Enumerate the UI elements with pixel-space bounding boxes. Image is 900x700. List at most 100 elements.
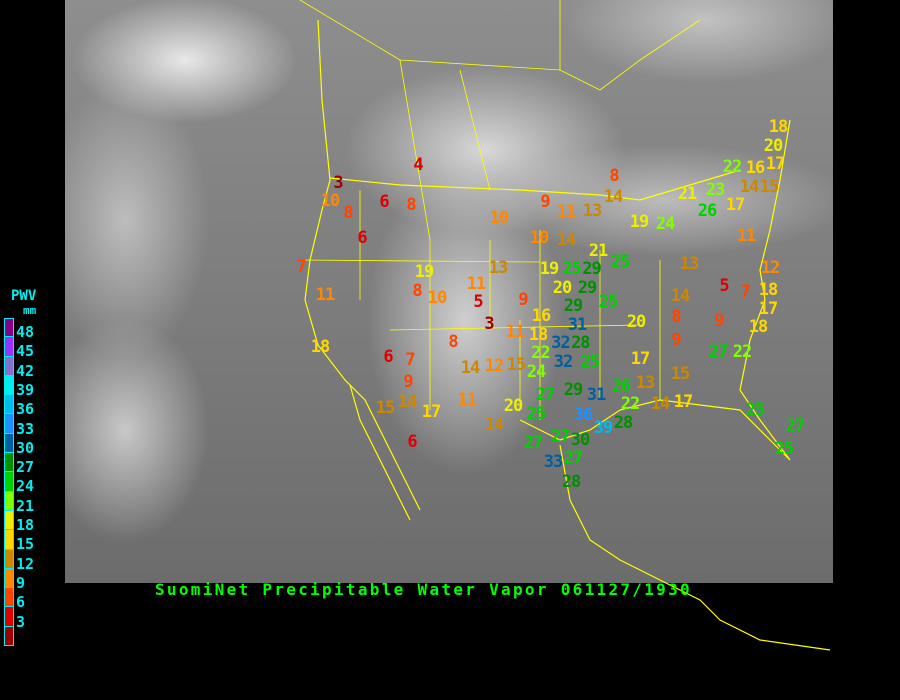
station-pwv-value: 36 — [573, 404, 594, 425]
legend-tick-label: 42 — [16, 361, 35, 380]
legend-swatch — [4, 356, 14, 376]
station-pwv-value: 31 — [586, 384, 607, 405]
legend-swatch — [4, 607, 14, 627]
legend-tick-label: 30 — [16, 438, 35, 457]
station-pwv-value: 7 — [405, 349, 415, 370]
station-pwv-value: 18 — [768, 117, 789, 137]
station-pwv-value: 22 — [722, 156, 743, 177]
station-pwv-value: 9 — [518, 289, 528, 310]
station-pwv-value: 10 — [529, 227, 550, 248]
station-pwv-value: 28 — [561, 471, 582, 492]
us-canada-border — [329, 169, 741, 201]
station-pwv-value: 23 — [705, 179, 726, 200]
station-pwv-value: 20 — [552, 277, 573, 298]
legend-swatch — [4, 568, 14, 589]
canada-lines — [299, 0, 701, 91]
station-pwv-value: 27 — [535, 385, 556, 406]
station-pwv-value: 9 — [671, 329, 681, 350]
station-pwv-value: 25 — [598, 291, 619, 312]
station-pwv-value: 11 — [315, 284, 336, 305]
station-pwv-value: 29 — [563, 379, 584, 400]
station-pwv-value: 15 — [759, 177, 780, 198]
station-pwv-value: 8 — [609, 165, 619, 186]
station-pwv-value: 28 — [571, 333, 591, 354]
station-pwv-value: 26 — [611, 375, 632, 396]
station-pwv-value: 8 — [671, 306, 681, 327]
mexico-coast — [559, 444, 831, 651]
station-pwv-value: 14 — [484, 414, 505, 435]
station-pwv-value: 7 — [740, 281, 750, 302]
legend-tick-label: 45 — [16, 342, 35, 361]
station-pwv-value: 14 — [650, 393, 671, 414]
station-pwv-value: 20 — [626, 311, 647, 332]
station-pwv-value: 32 — [551, 333, 571, 354]
station-pwv-value: 27 — [708, 341, 729, 362]
legend-swatch — [4, 491, 14, 511]
station-pwv-value: 9 — [540, 191, 550, 212]
station-pwv-value: 19 — [539, 259, 560, 280]
station-pwv-value: 6 — [383, 346, 393, 367]
map-caption: SuomiNet Precipitable Water Vapor 061127… — [155, 580, 692, 599]
station-pwv-value: 9 — [403, 371, 413, 392]
station-pwv-value: 17 — [630, 348, 651, 369]
legend-swatch — [4, 453, 14, 473]
station-pwv-value: 18 — [748, 317, 769, 338]
station-pwv-value: 6 — [357, 227, 367, 248]
station-pwv-value: 13 — [488, 257, 509, 278]
legend-swatch — [4, 510, 14, 531]
legend-tick-label: 9 — [16, 573, 26, 592]
station-pwv-value: 12 — [760, 257, 781, 278]
legend-tick-label: 21 — [16, 496, 35, 515]
station-pwv-value: 8 — [448, 331, 458, 352]
legend-swatch — [4, 414, 14, 434]
legend-swatch — [4, 472, 14, 492]
station-pwv-value: 11 — [466, 273, 487, 294]
station-pwv-value: 20 — [763, 135, 784, 156]
legend-tick-label: 6 — [16, 593, 26, 612]
station-pwv-value: 17 — [725, 195, 746, 216]
legend-tick-label: 3 — [16, 612, 26, 631]
station-pwv-value: 29 — [563, 296, 584, 317]
legend-swatch — [4, 395, 14, 415]
station-pwv-value: 13 — [635, 373, 656, 394]
station-pwv-value: 18 — [528, 324, 549, 345]
station-pwv-value: 18 — [310, 336, 331, 357]
legend-tick-label: 24 — [16, 477, 35, 496]
station-pwv-value: 33 — [543, 451, 564, 472]
station-pwv-value: 25 — [562, 259, 582, 280]
legend-tick-label: 15 — [16, 535, 35, 554]
station-pwv-value: 17 — [673, 391, 694, 412]
legend-swatch — [4, 626, 14, 647]
station-pwv-value: 8 — [406, 194, 416, 215]
legend-swatch — [4, 318, 14, 338]
baja — [349, 384, 411, 521]
legend-tick-label: 18 — [16, 516, 35, 534]
station-pwv-value: 11 — [736, 225, 757, 246]
station-pwv-value: 17 — [758, 298, 779, 319]
station-pwv-value: 21 — [677, 183, 698, 204]
station-pwv-value: 14 — [603, 186, 624, 207]
legend-swatch — [4, 530, 14, 550]
legend-tick-label: 48 — [16, 323, 35, 341]
station-pwv-value: 22 — [732, 341, 753, 362]
station-pwv-value: 29 — [582, 259, 602, 280]
station-pwv-value: 4 — [413, 154, 423, 175]
station-pwv-value: 32 — [553, 351, 574, 372]
station-pwv-value: 25 — [745, 399, 766, 420]
east-coast — [739, 119, 791, 461]
station-pwv-value: 11 — [505, 321, 526, 342]
station-pwv-value: 10 — [427, 287, 448, 308]
legend-tick-label: 12 — [16, 554, 35, 573]
station-pwv-value: 17 — [765, 154, 786, 174]
station-pwv-value: 19 — [414, 262, 435, 283]
station-pwv-value: 27 — [550, 426, 571, 447]
state-lines — [299, 59, 661, 420]
station-pwv-value: 10 — [320, 191, 341, 212]
station-pwv-value: 8 — [343, 202, 353, 223]
station-pwv-value: 18 — [758, 280, 779, 301]
legend-swatch — [4, 337, 14, 357]
station-pwv-value: 14 — [670, 285, 691, 306]
station-pwv-value: 24 — [655, 213, 676, 234]
station-pwv-value: 14 — [556, 229, 577, 250]
station-pwv-value: 29 — [577, 277, 598, 298]
